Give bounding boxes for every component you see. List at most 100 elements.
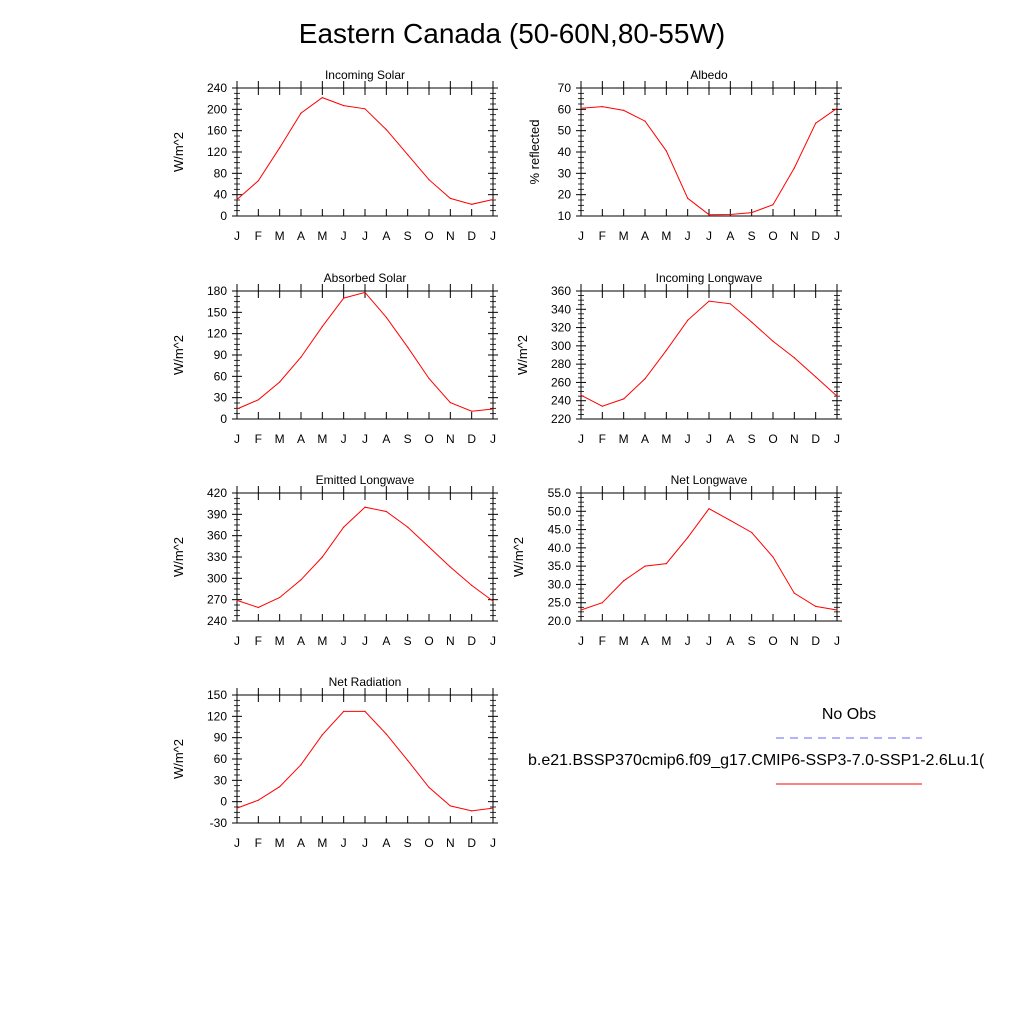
x-tick-label: A: [297, 432, 305, 446]
x-tick-label: M: [275, 634, 285, 648]
x-tick-label: A: [726, 634, 734, 648]
x-tick-label: J: [706, 229, 712, 243]
data-point: [449, 197, 451, 199]
x-tick-label: A: [297, 229, 305, 243]
data-point: [644, 120, 646, 122]
data-point: [385, 316, 387, 318]
y-tick-label: 80: [214, 166, 228, 180]
y-tick-label: 0: [220, 412, 227, 426]
x-tick-label: J: [490, 229, 496, 243]
data-point: [492, 198, 494, 201]
y-tick-label: 150: [207, 305, 227, 319]
y-tick-label: 40: [558, 145, 572, 159]
x-tick-label: M: [317, 432, 327, 446]
y-tick-label: 30.0: [548, 577, 572, 591]
x-tick-label: J: [578, 229, 584, 243]
y-tick-label: 60: [214, 752, 228, 766]
y-tick-label: 220: [551, 412, 571, 426]
data-point: [321, 734, 323, 736]
data-point: [279, 786, 281, 788]
data-point: [836, 395, 838, 397]
data-point: [321, 556, 323, 558]
x-tick-label: J: [341, 836, 347, 850]
y-tick-label: 60: [214, 369, 228, 383]
data-point: [665, 562, 667, 565]
x-tick-label: J: [834, 634, 840, 648]
data-point: [580, 609, 582, 611]
y-tick-label: 300: [551, 339, 571, 353]
x-tick-label: M: [619, 634, 629, 648]
y-tick-label: 420: [207, 486, 227, 500]
data-point: [751, 321, 753, 323]
x-tick-label: A: [641, 432, 649, 446]
y-tick-label: 340: [551, 302, 571, 316]
y-axis-label: W/m^2: [515, 335, 530, 375]
x-tick-label: F: [599, 432, 606, 446]
x-tick-label: J: [706, 432, 712, 446]
data-point: [449, 402, 451, 404]
panel-title: Net Radiation: [329, 675, 402, 689]
x-tick-label: J: [234, 836, 240, 850]
data-point: [665, 150, 667, 152]
series-line: [236, 506, 494, 609]
x-tick-label: S: [748, 432, 756, 446]
data-point: [385, 510, 387, 513]
x-tick-label: O: [768, 432, 777, 446]
data-point: [815, 605, 817, 607]
x-tick-label: N: [790, 432, 799, 446]
data-point: [601, 105, 603, 108]
y-tick-label: 45.0: [548, 523, 572, 537]
data-point: [428, 786, 430, 789]
x-tick-label: N: [446, 836, 455, 850]
data-point: [428, 546, 430, 548]
x-tick-label: S: [404, 229, 412, 243]
x-tick-label: F: [255, 229, 262, 243]
plot-frame: [580, 87, 838, 217]
x-tick-label: J: [578, 432, 584, 446]
y-tick-label: 50: [558, 124, 572, 138]
y-tick-label: 35.0: [548, 559, 572, 573]
x-tick-label: J: [234, 634, 240, 648]
y-tick-label: 60: [558, 102, 572, 116]
x-tick-label: O: [768, 634, 777, 648]
x-tick-label: F: [255, 432, 262, 446]
y-tick-label: 160: [207, 124, 227, 138]
x-tick-label: A: [641, 634, 649, 648]
x-tick-label: J: [834, 229, 840, 243]
data-point: [687, 319, 689, 321]
x-tick-label: D: [467, 432, 476, 446]
x-tick-label: A: [726, 229, 734, 243]
x-tick-label: M: [661, 432, 671, 446]
x-tick-label: M: [317, 836, 327, 850]
x-tick-label: J: [490, 432, 496, 446]
x-tick-label: A: [382, 432, 390, 446]
data-point: [471, 584, 473, 587]
panel-title: Incoming Longwave: [656, 271, 763, 285]
x-tick-label: M: [317, 229, 327, 243]
x-tick-label: O: [424, 836, 433, 850]
y-tick-label: -30: [210, 816, 228, 830]
y-axis-label: % reflected: [527, 119, 542, 184]
y-tick-label: 180: [207, 284, 227, 298]
x-tick-label: D: [467, 836, 476, 850]
x-tick-label: J: [234, 229, 240, 243]
data-point: [449, 566, 451, 568]
y-tick-label: 260: [551, 375, 571, 389]
y-tick-label: 20.0: [548, 614, 572, 628]
panel-title: Absorbed Solar: [324, 271, 407, 285]
x-tick-label: F: [255, 836, 262, 850]
x-tick-label: A: [297, 634, 305, 648]
x-tick-label: F: [599, 229, 606, 243]
data-point: [385, 129, 387, 131]
y-tick-label: 25.0: [548, 596, 572, 610]
x-tick-label: N: [446, 634, 455, 648]
data-point: [257, 180, 259, 182]
series-line: [580, 508, 838, 611]
legend-model-label: b.e21.BSSP370cmip6.f09_g17.CMIP6-SSP3-7.…: [528, 752, 985, 769]
data-point: [407, 759, 409, 762]
y-tick-label: 270: [207, 593, 227, 607]
x-tick-label: S: [404, 634, 412, 648]
y-tick-label: 200: [207, 102, 227, 116]
